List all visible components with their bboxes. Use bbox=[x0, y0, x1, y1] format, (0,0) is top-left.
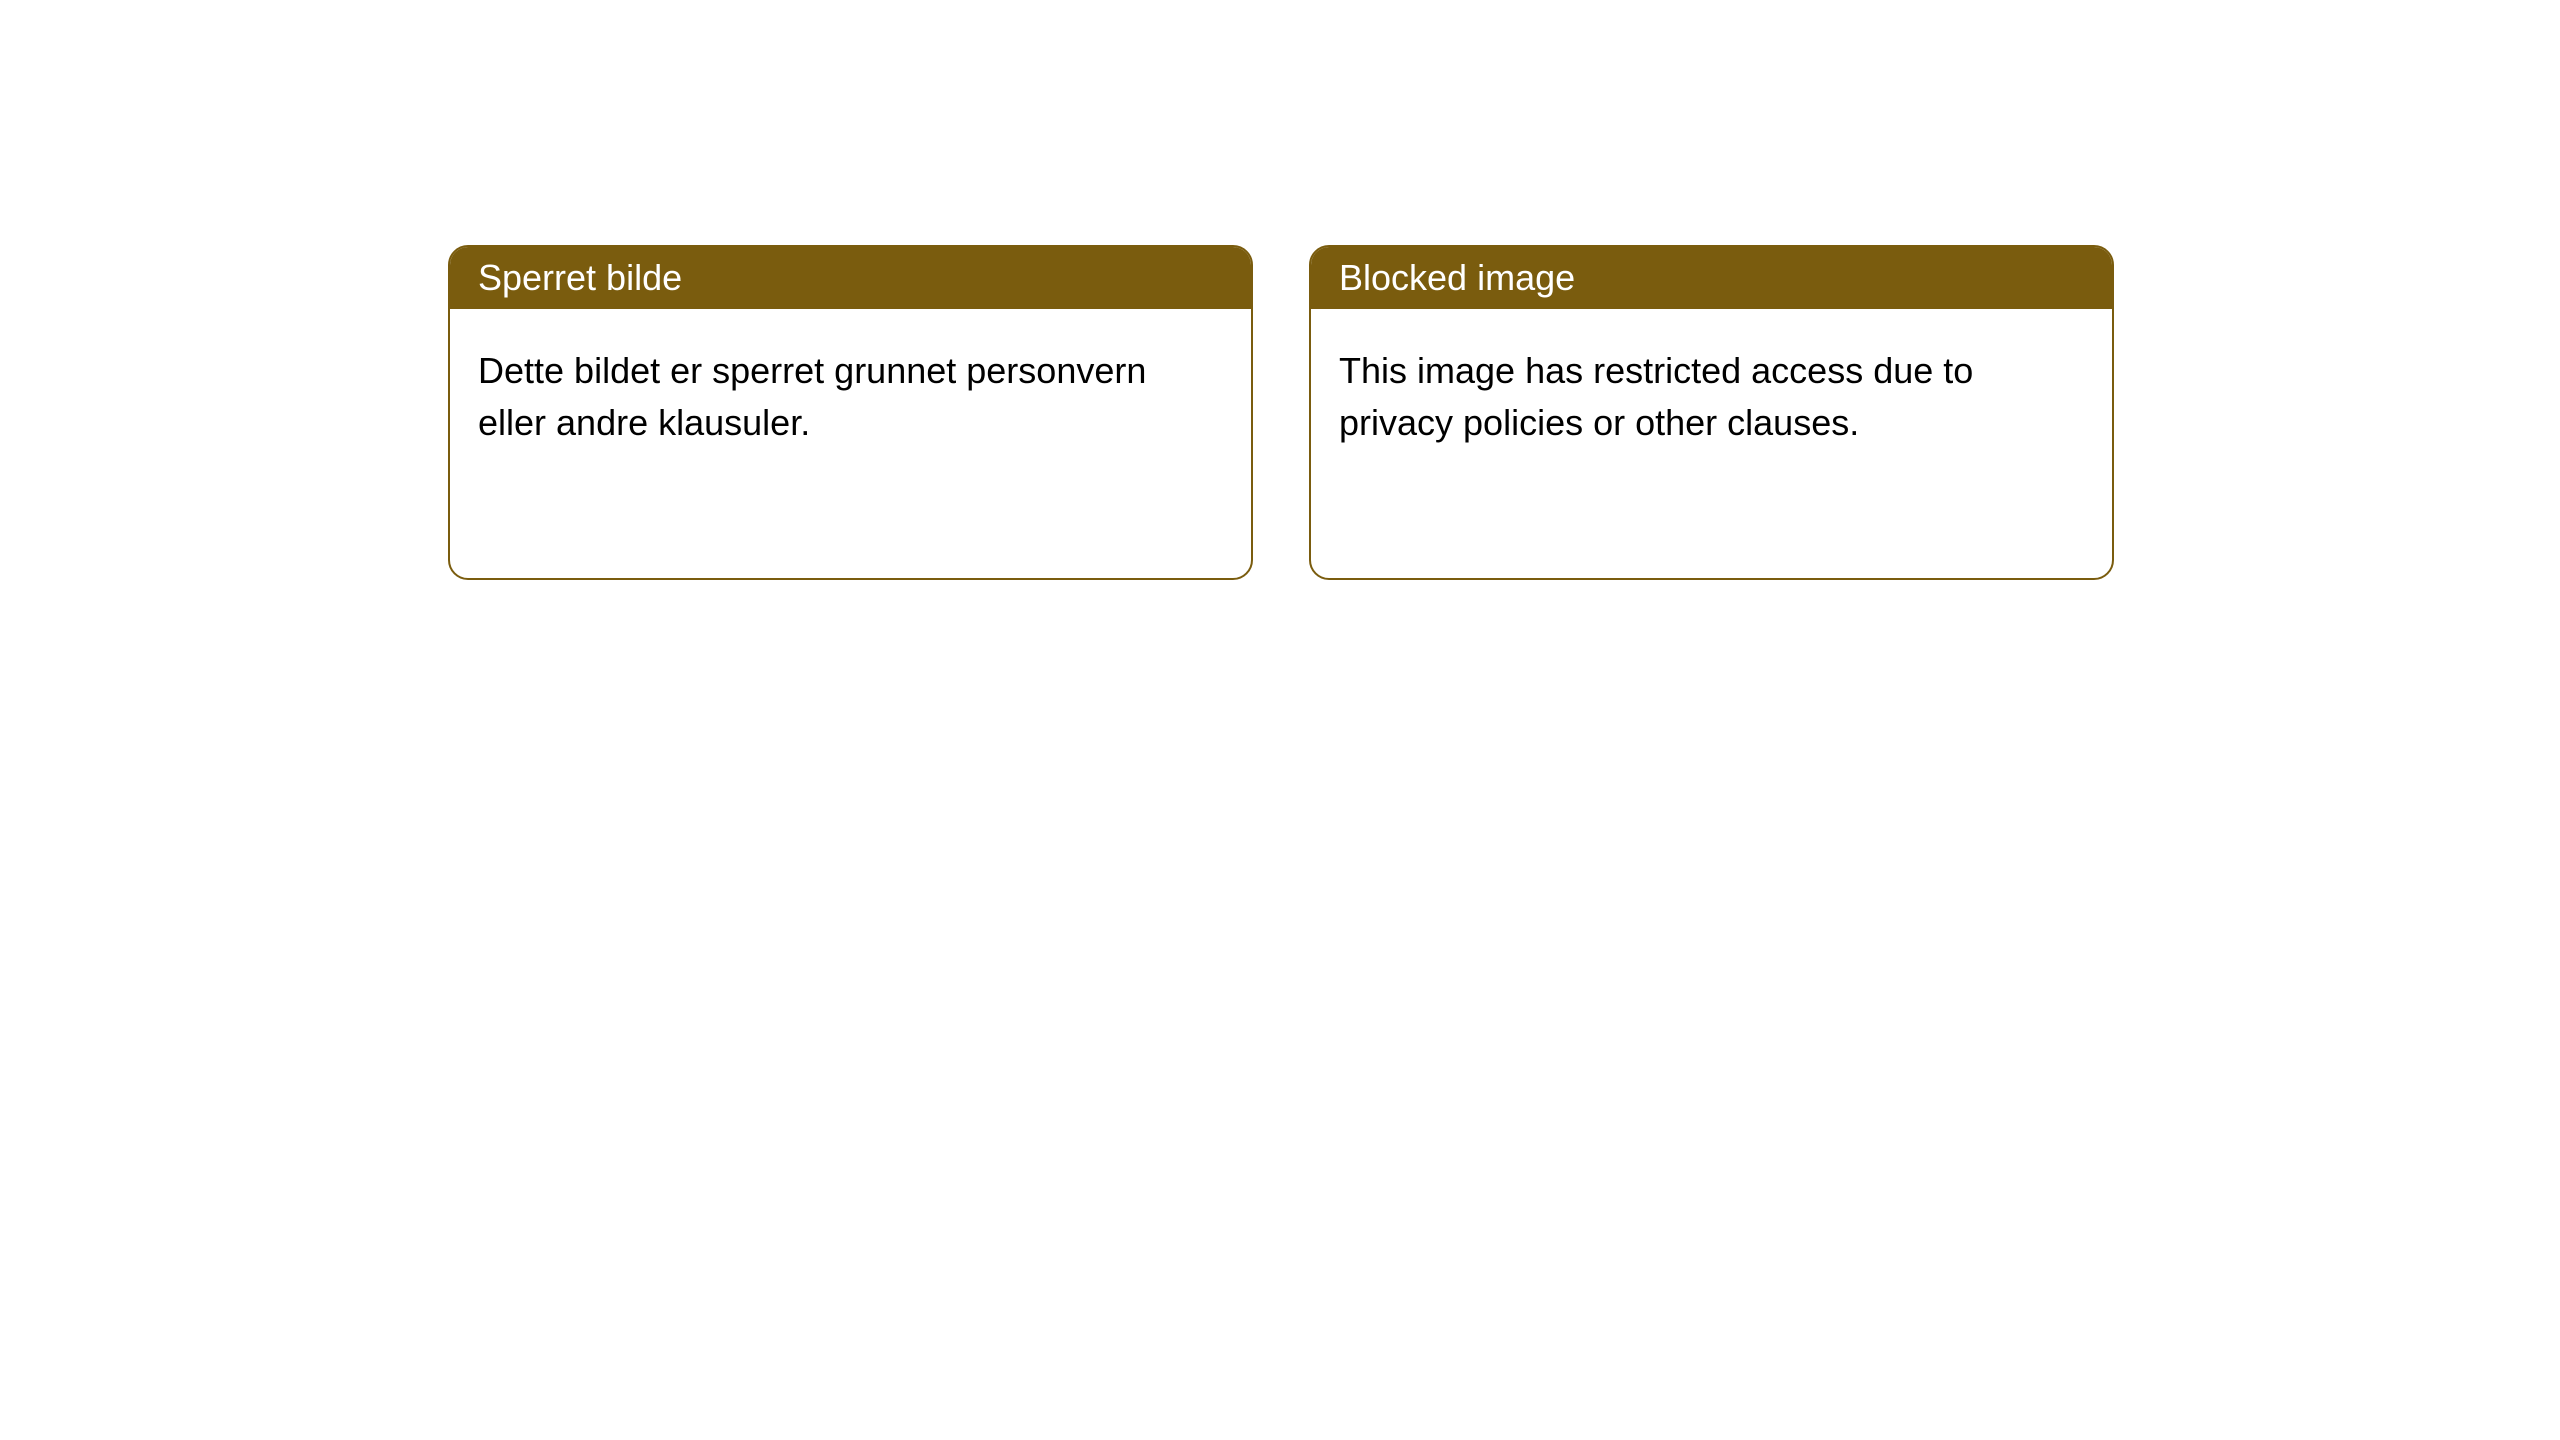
card-header-english: Blocked image bbox=[1311, 247, 2112, 309]
card-container: Sperret bilde Dette bildet er sperret gr… bbox=[448, 245, 2114, 580]
card-header-norwegian: Sperret bilde bbox=[450, 247, 1251, 309]
blocked-image-card-norwegian: Sperret bilde Dette bildet er sperret gr… bbox=[448, 245, 1253, 580]
card-body-norwegian: Dette bildet er sperret grunnet personve… bbox=[450, 309, 1251, 485]
blocked-image-card-english: Blocked image This image has restricted … bbox=[1309, 245, 2114, 580]
card-body-english: This image has restricted access due to … bbox=[1311, 309, 2112, 485]
